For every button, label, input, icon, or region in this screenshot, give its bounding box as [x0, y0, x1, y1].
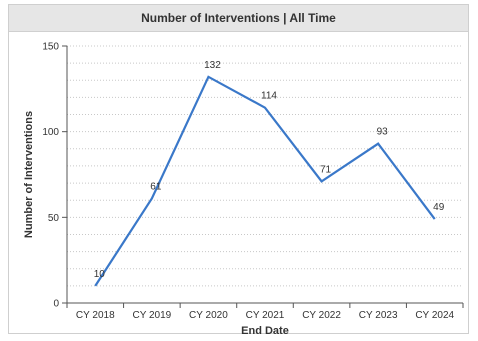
- x-axis-title: End Date: [241, 325, 289, 337]
- data-label: 61: [150, 181, 162, 192]
- data-label: 49: [433, 202, 445, 213]
- labels-layer: 10 61 132 114 71 93 49: [94, 60, 445, 280]
- chart-title: Number of Interventions | All Time: [141, 11, 336, 25]
- series-line: [94, 75, 436, 287]
- data-label: 93: [377, 127, 389, 138]
- y-tick-label: 50: [48, 213, 60, 224]
- axes: 0 50 100 150 CY 2018 CY 2019 CY 2020 CY 2021 CY …: [42, 42, 464, 321]
- x-tick-label: CY 2023: [359, 310, 398, 321]
- y-tick-label: 0: [53, 299, 59, 310]
- data-label: 114: [261, 91, 277, 102]
- series-layer: [94, 75, 436, 287]
- data-label: 10: [94, 269, 106, 280]
- y-tick-label: 100: [42, 127, 59, 138]
- x-tick-label: CY 2022: [302, 310, 341, 321]
- y-axis-title: Number of Interventions: [23, 111, 35, 238]
- x-tick-label: CY 2019: [132, 310, 171, 321]
- x-tick-label: CY 2020: [189, 310, 228, 321]
- chart-title-bar: Number of Interventions | All Time: [9, 5, 468, 32]
- chart-frame: Number of Interventions | All Time: [8, 4, 469, 334]
- x-tick-label: CY 2021: [246, 310, 285, 321]
- x-tick-label: CY 2018: [76, 310, 115, 321]
- data-label: 71: [320, 164, 332, 175]
- data-label: 132: [204, 60, 221, 71]
- grid-lines: [67, 45, 463, 287]
- y-tick-label: 150: [42, 42, 59, 53]
- x-tick-label: CY 2024: [415, 310, 454, 321]
